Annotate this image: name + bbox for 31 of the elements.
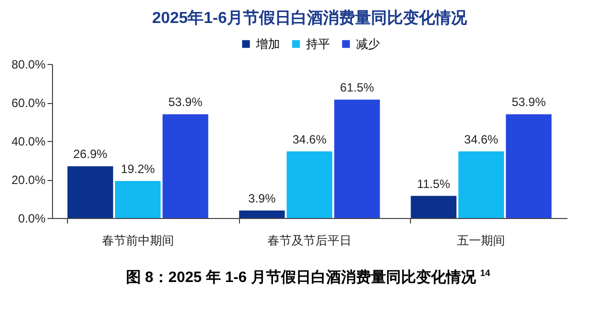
bar [334, 100, 380, 218]
bar [286, 151, 332, 218]
data-label: 3.9% [248, 191, 276, 206]
data-label: 34.6% [292, 132, 327, 146]
x-tick-label: 春节前中期间 [102, 234, 174, 248]
bar [115, 181, 161, 218]
data-label: 26.9% [73, 147, 108, 162]
legend-label: 增加 [255, 37, 280, 51]
legend-label: 持平 [306, 37, 330, 51]
chart-title: 2025年1-6月节假日白酒消费量同比变化情况 [152, 9, 468, 27]
x-tick-label: 五一期间 [457, 234, 506, 248]
y-tick-label: 80.0% [11, 58, 46, 72]
caption: 图 8：2025 年 1-6 月节假日白酒消费量同比变化情况 $^{14}$ [124, 268, 492, 287]
bar [239, 210, 285, 218]
data-label: 61.5% [340, 80, 374, 95]
legend-label: 减少 [356, 37, 380, 51]
data-label: 19.2% [120, 162, 156, 176]
bar [410, 196, 456, 218]
bar [67, 166, 114, 218]
bar [506, 114, 552, 218]
data-label: 34.6% [464, 132, 499, 146]
data-label: 53.9% [168, 95, 203, 110]
bar [162, 114, 208, 218]
data-label: 11.5% [417, 176, 451, 191]
bar [458, 151, 504, 218]
y-tick-label: 0.0% [18, 212, 46, 226]
y-tick-label: 60.0% [11, 96, 46, 110]
y-tick-label: 20.0% [11, 173, 46, 187]
data-label: 53.9% [512, 95, 546, 110]
x-tick-label: 春节及节后平日 [268, 234, 352, 248]
y-tick-label: 40.0% [11, 134, 46, 148]
